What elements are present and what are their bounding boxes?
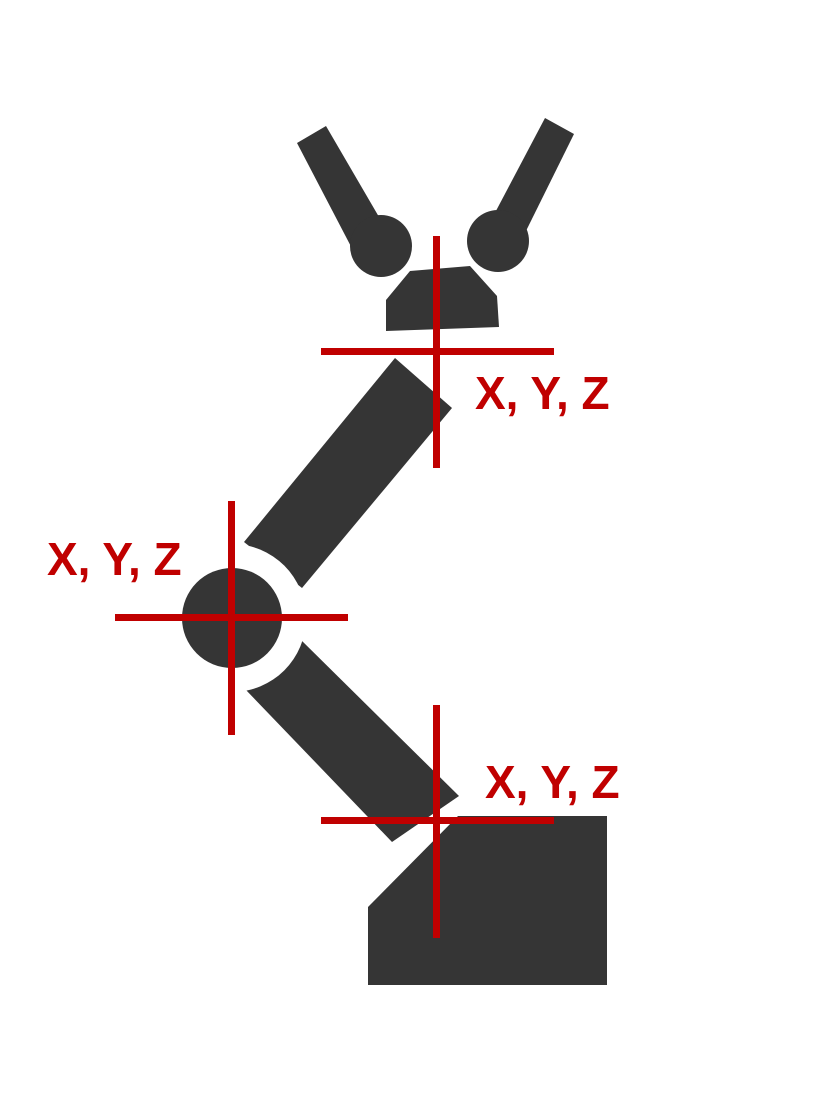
elbow-coordinate-label: X, Y, Z	[47, 533, 182, 585]
gripper-right-knuckle	[467, 210, 529, 272]
elbow-crosshair	[115, 501, 348, 735]
base-coordinate-label: X, Y, Z	[485, 756, 620, 808]
lower-arm-link	[245, 637, 459, 842]
gripper-right-finger	[488, 118, 574, 235]
gripper-crosshair	[321, 236, 554, 468]
base-crosshair	[321, 705, 554, 938]
gripper-wrist	[386, 266, 499, 331]
robot-base	[368, 816, 607, 985]
upper-arm-link	[244, 358, 452, 588]
gripper-left-knuckle	[350, 215, 412, 277]
gripper-coordinate-label: X, Y, Z	[475, 367, 610, 419]
